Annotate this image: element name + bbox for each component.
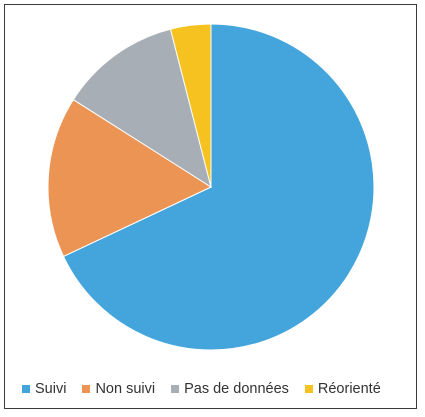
legend-swatch-suivi (22, 385, 30, 393)
legend-label-non-suivi: Non suivi (95, 381, 156, 397)
pie-slice-suivi (62, 23, 375, 351)
legend-label-reoriente: Réorienté (317, 381, 381, 397)
legend-item-non-suivi: Non suivi (82, 381, 155, 397)
pie-slice-non-suivi (47, 98, 213, 258)
legend-label-suivi: Suivi (35, 381, 67, 397)
legend-item-suivi: Suivi (22, 381, 66, 397)
legend-label-pas-de-donnees: Pas de données (184, 381, 289, 397)
chart-legend: Suivi Non suivi Pas de données Réorienté (22, 381, 381, 397)
legend-swatch-reoriente (304, 385, 313, 393)
pie-slice-pas-de-donnees (72, 28, 212, 189)
legend-item-reoriente: Réorienté (304, 381, 381, 397)
pie-chart (47, 23, 375, 351)
legend-swatch-pas-de-donnees (171, 385, 180, 393)
legend-swatch-non-suivi (82, 385, 91, 393)
chart-frame: Suivi Non suivi Pas de données Réorienté (4, 4, 417, 409)
legend-item-pas-de-donnees: Pas de données (171, 381, 289, 397)
pie-slice-reoriente (169, 23, 212, 188)
